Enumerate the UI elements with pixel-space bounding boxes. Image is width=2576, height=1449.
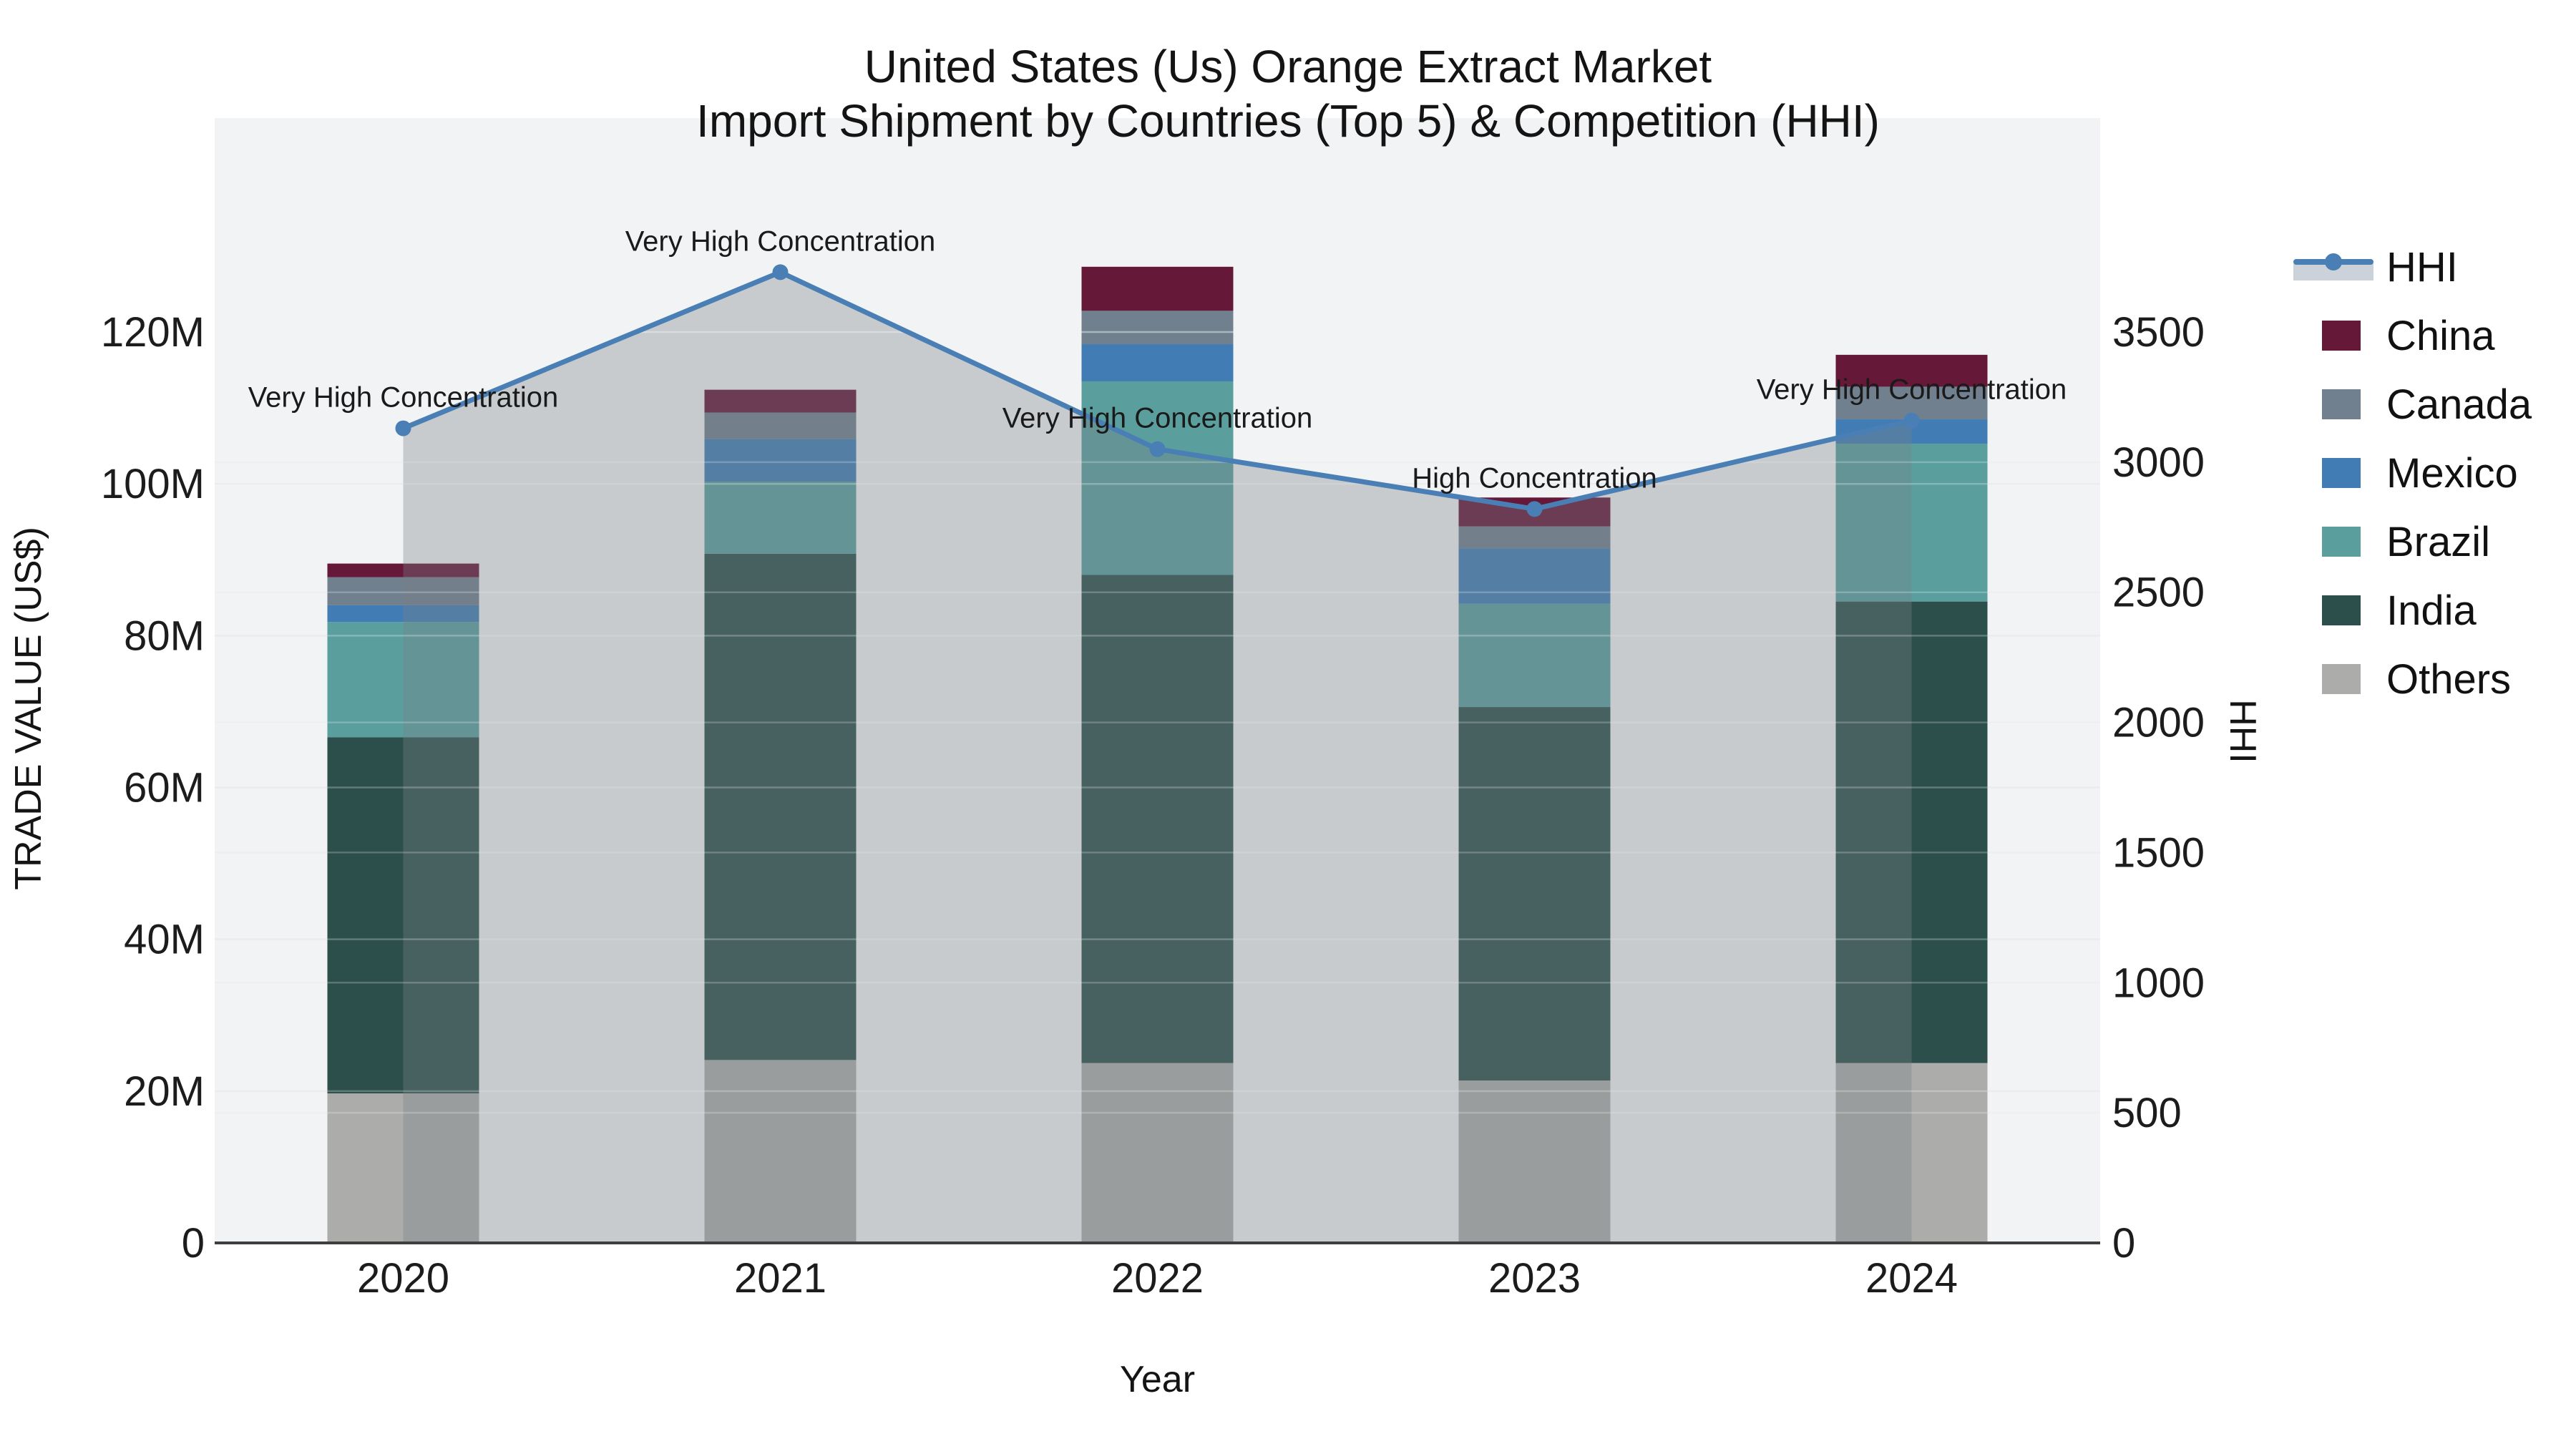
y-right-tick-label: 3000 [2112,439,2205,486]
y-right-tick-label: 2500 [2112,570,2205,616]
chart-title: United States (Us) Orange Extract Market… [0,39,2576,148]
bar-segment-brazil-2024 [1835,443,1988,602]
bar-segment-china-2024 [1835,354,1988,387]
y-axis-title-right: HHI [2222,699,2263,763]
hhi-marker-2021 [772,264,789,280]
color-swatch-brazil [2322,527,2361,557]
hhi-marker-2023 [1526,501,1543,517]
y-axis-title-left: TRADE VALUE (US$) [8,527,49,890]
color-swatch-others [2322,664,2361,694]
legend-label: HHI [2386,243,2458,291]
y-right-tick-label: 1500 [2112,829,2205,876]
y-right-tick-label: 500 [2112,1090,2182,1136]
bar-segment-mexico-2021 [704,439,857,482]
bar-segment-india-2024 [1835,601,1988,1063]
legend-label: India [2386,587,2477,634]
y-left-tick-label: 80M [124,613,205,659]
bar-segment-others-2022 [1081,1063,1234,1243]
x-tick-label-2024: 2024 [1865,1255,1958,1302]
x-tick-label-2020: 2020 [357,1255,449,1302]
bar-segment-others-2021 [704,1060,857,1243]
y-left-tick-label: 100M [101,461,205,507]
color-swatch-china [2322,321,2361,351]
bar-segment-canada-2023 [1458,526,1611,549]
annotation-2020: Very High Concentration [248,382,559,414]
legend-swatch-icon [2293,527,2373,557]
bar-segment-others-2024 [1835,1063,1988,1243]
y-right-tick-label: 1000 [2112,960,2205,1006]
chart-title-line1: United States (Us) Orange Extract Market [864,41,1712,92]
legend-swatch-icon [2293,664,2373,694]
bar-segment-mexico-2022 [1081,344,1234,381]
chart-title-line2: Import Shipment by Countries (Top 5) & C… [696,95,1880,147]
color-swatch-canada [2322,389,2361,419]
hhi-marker-2020 [395,420,411,436]
legend-swatch-icon [2293,595,2373,625]
legend-item-canada: Canada [2293,370,2532,439]
bar-segment-brazil-2022 [1081,381,1234,575]
legend-swatch-icon [2293,458,2373,488]
legend-item-hhi: HHI [2293,233,2532,301]
bar-segment-others-2023 [1458,1080,1611,1243]
legend-swatch-icon [2293,389,2373,419]
y-left-tick-label: 0 [182,1220,205,1267]
x-tick-label-2022: 2022 [1111,1255,1204,1302]
bar-segment-india-2021 [704,553,857,1060]
bar-segment-canada-2021 [704,412,857,439]
hhi-line-swatch [2293,250,2373,283]
bar-segment-brazil-2021 [704,482,857,554]
bar-segment-mexico-2020 [327,605,479,623]
annotation-2024: Very High Concentration [1757,374,2067,406]
x-axis-title: Year [1119,1359,1196,1400]
bar-segment-china-2022 [1081,266,1234,311]
bar-segment-india-2022 [1081,575,1234,1063]
legend: HHI China Canada Mexico Brazil India Others [2293,233,2532,713]
color-swatch-india [2322,595,2361,625]
bar-segment-india-2020 [327,737,479,1094]
y-right-tick-label: 3500 [2112,309,2205,356]
bar-segment-canada-2020 [327,577,479,605]
y-right-tick-label: 0 [2112,1220,2135,1267]
legend-item-brazil: Brazil [2293,507,2532,576]
bar-segment-canada-2022 [1081,311,1234,345]
bar-segment-mexico-2023 [1458,548,1611,604]
y-left-tick-label: 120M [101,309,205,356]
y-left-tick-label: 20M [124,1068,205,1115]
x-tick-label-2023: 2023 [1488,1255,1581,1302]
annotation-2023: High Concentration [1412,462,1657,494]
legend-item-india: India [2293,576,2532,645]
legend-item-others: Others [2293,645,2532,713]
y-left-tick-label: 40M [124,917,205,963]
legend-label: Brazil [2386,518,2491,565]
hhi-line-sample-icon [2293,250,2373,283]
legend-label: Canada [2386,381,2532,428]
x-tick-label-2021: 2021 [734,1255,826,1302]
hhi-marker-2024 [1903,412,1920,429]
legend-label: Others [2386,655,2512,703]
bar-segment-china-2020 [327,563,479,577]
legend-item-china: China [2293,301,2532,370]
y-right-tick-label: 2000 [2112,700,2205,746]
color-swatch-mexico [2322,458,2361,488]
legend-swatch-icon [2293,321,2373,351]
y-left-tick-label: 60M [124,765,205,811]
hhi-marker-2022 [1149,441,1166,457]
legend-label: Mexico [2386,449,2518,497]
legend-label: China [2386,312,2495,359]
annotation-2022: Very High Concentration [1002,403,1313,434]
bar-segment-others-2020 [327,1093,479,1243]
legend-item-mexico: Mexico [2293,439,2532,507]
bar-segment-brazil-2023 [1458,603,1611,708]
hhi-marker-dot [2325,253,2342,270]
annotation-2021: Very High Concentration [625,225,936,257]
bar-segment-brazil-2020 [327,622,479,738]
bar-segment-india-2023 [1458,707,1611,1080]
bar-segment-china-2021 [704,389,857,413]
